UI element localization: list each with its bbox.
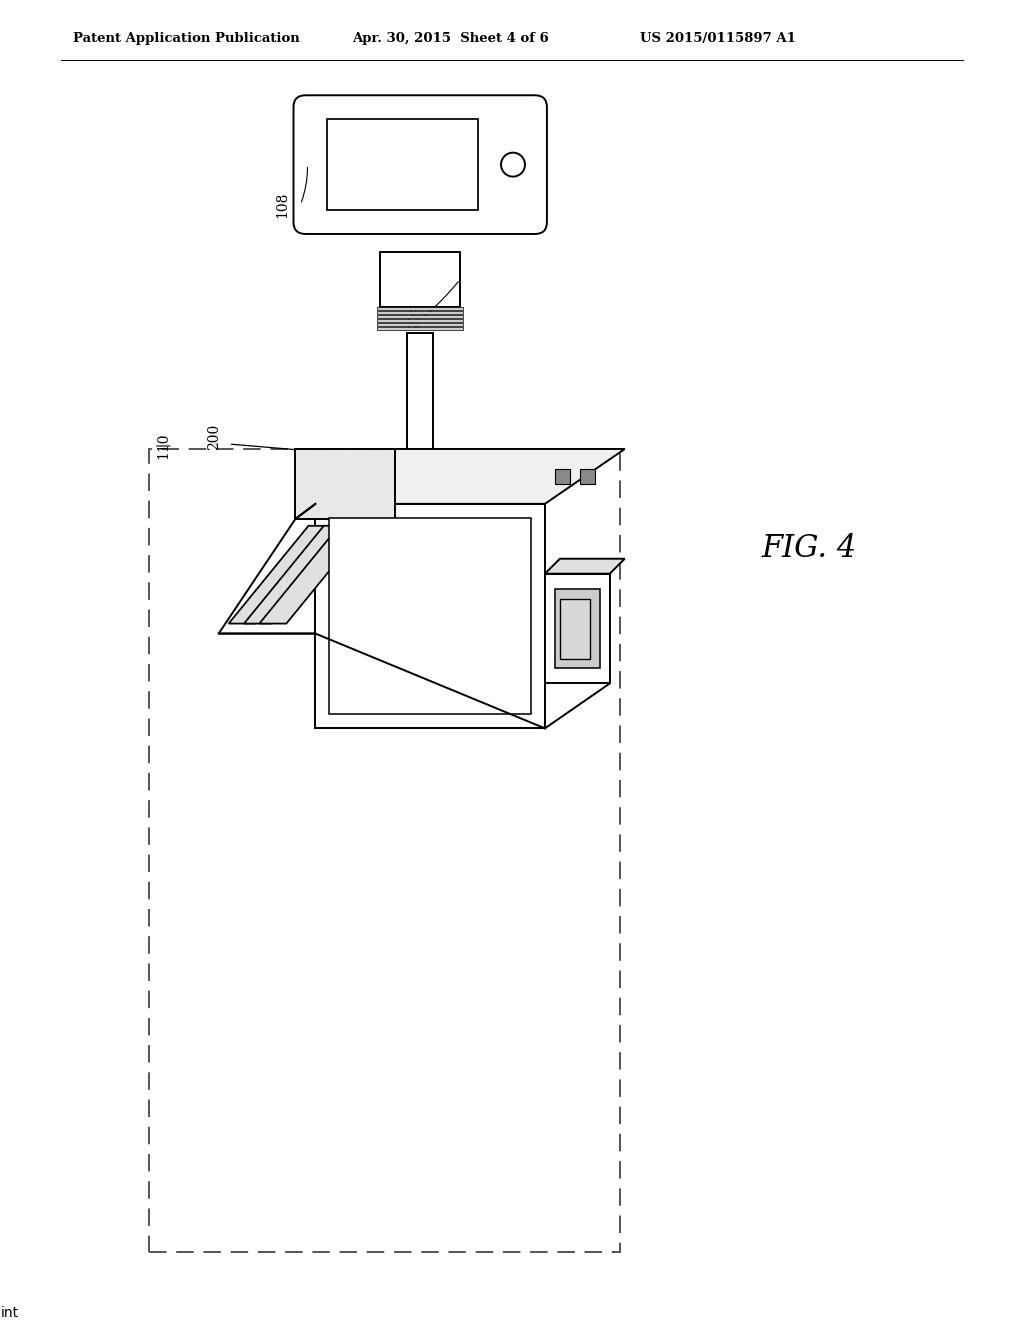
Bar (555, 469, 570, 484)
Bar (377, 323, 463, 326)
Bar (377, 536, 463, 539)
Bar (408, 333, 433, 524)
Bar (328, 119, 478, 210)
Bar (377, 315, 463, 318)
Bar (380, 587, 460, 627)
Bar (377, 544, 463, 546)
Bar (148, 449, 620, 1253)
Bar (380, 548, 460, 587)
Text: US 2015/0115897 A1: US 2015/0115897 A1 (640, 32, 796, 45)
Polygon shape (219, 519, 395, 634)
Polygon shape (545, 574, 609, 684)
Bar (406, 598, 435, 618)
Circle shape (501, 153, 525, 177)
Bar (377, 327, 463, 330)
Polygon shape (228, 525, 336, 623)
Text: Apr. 30, 2015  Sheet 4 of 6: Apr. 30, 2015 Sheet 4 of 6 (352, 32, 549, 45)
Bar (377, 540, 463, 543)
Text: 302: 302 (418, 610, 432, 636)
Bar (377, 524, 463, 527)
Polygon shape (315, 449, 625, 504)
Bar (377, 319, 463, 322)
Polygon shape (555, 589, 600, 668)
Text: 110: 110 (157, 433, 171, 459)
Text: 204: 204 (409, 304, 422, 330)
Text: 300: 300 (284, 599, 298, 626)
Bar (377, 528, 463, 531)
Bar (377, 308, 463, 310)
Text: 108: 108 (275, 191, 290, 218)
Polygon shape (296, 504, 315, 519)
Bar (580, 469, 595, 484)
Text: 202: 202 (409, 548, 422, 574)
Polygon shape (315, 504, 545, 729)
Bar (377, 532, 463, 535)
FancyBboxPatch shape (294, 95, 547, 234)
Bar (377, 312, 463, 314)
Text: int: int (1, 1305, 19, 1320)
Polygon shape (545, 558, 625, 574)
Polygon shape (330, 517, 531, 714)
Text: FIG. 4: FIG. 4 (762, 533, 857, 564)
Bar (382, 627, 458, 648)
Text: Patent Application Publication: Patent Application Publication (73, 32, 300, 45)
Polygon shape (244, 525, 351, 623)
Polygon shape (259, 525, 367, 623)
Text: 200: 200 (207, 424, 221, 450)
Bar (560, 599, 590, 659)
Bar (380, 252, 460, 306)
Polygon shape (296, 449, 395, 519)
